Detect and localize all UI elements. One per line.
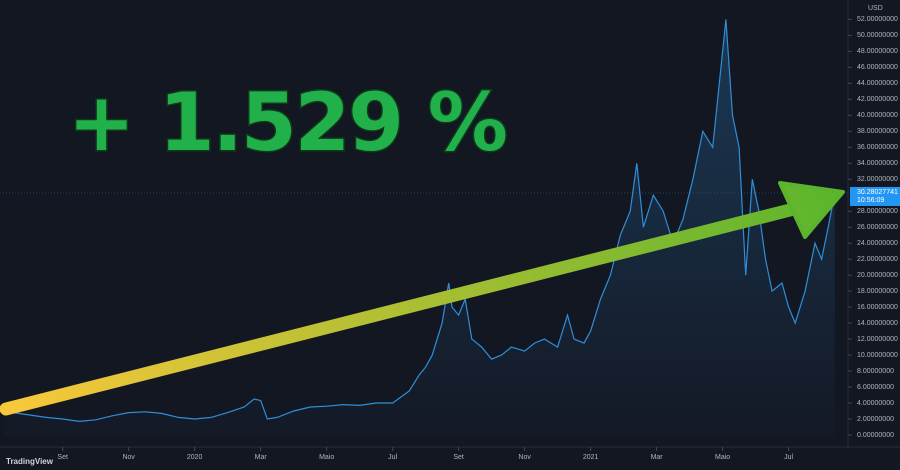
x-tick-label: Jul [388, 454, 397, 461]
y-tick-label: 50.00000000 [857, 32, 898, 39]
y-tick-label: 4.00000000 [857, 400, 894, 407]
y-tick-label: 24.00000000 [857, 240, 898, 247]
price-line [3, 19, 836, 423]
x-tick-label: Set [57, 454, 68, 461]
y-tick-label: 38.00000000 [857, 128, 898, 135]
price-axis [848, 0, 900, 447]
y-tick-label: 46.00000000 [857, 64, 898, 71]
y-tick-label: 6.00000000 [857, 384, 894, 391]
x-tick-label: 2021 [583, 454, 599, 461]
y-tick-label: 28.00000000 [857, 208, 898, 215]
y-tick-label: 32.00000000 [857, 176, 898, 183]
y-tick-label: 40.00000000 [857, 112, 898, 119]
last-price-tag [850, 186, 900, 206]
x-tick-label: Mar [651, 454, 664, 461]
y-tick-label: 12.00000000 [857, 336, 898, 343]
x-tick-label: Nov [122, 454, 135, 461]
y-tick-label: 42.00000000 [857, 96, 898, 103]
x-tick-label: Maio [715, 454, 730, 461]
y-tick-label: 18.00000000 [857, 288, 898, 295]
y-tick-label: 2.00000000 [857, 416, 894, 423]
x-tick-label: Mar [255, 454, 268, 461]
arrow-head [778, 181, 845, 239]
y-tick-label: 0.00000000 [857, 432, 894, 439]
y-tick-label: 10.00000000 [857, 352, 898, 359]
x-tick-label: Jul [784, 454, 793, 461]
y-tick-label: 20.00000000 [857, 272, 898, 279]
y-tick-label: 14.00000000 [857, 320, 898, 327]
y-tick-label: 26.00000000 [857, 224, 898, 231]
currency: USD [868, 5, 883, 12]
y-tick-label: 52.00000000 [857, 16, 898, 23]
y-tick-label: 22.00000000 [857, 256, 898, 263]
y-tick-label: 44.00000000 [857, 80, 898, 87]
arrow-shaft [0, 203, 797, 416]
plot [0, 19, 848, 436]
headline: + 1.529 % [68, 76, 506, 169]
y-tick-label: 34.00000000 [857, 160, 898, 167]
x-tick-label: Maio [319, 454, 334, 461]
x-tick-label: Set [453, 454, 464, 461]
area [3, 19, 835, 436]
countdown: 10:56:09 [857, 197, 884, 204]
brand: TradingView [6, 457, 54, 466]
x-tick-label: Nov [518, 454, 531, 461]
y-tick-label: 8.00000000 [857, 368, 894, 375]
y-tick-label: 48.00000000 [857, 48, 898, 55]
last-price-label: 30.28027741 [857, 189, 898, 196]
y-tick-label: 16.00000000 [857, 304, 898, 311]
y-tick-label: 36.00000000 [857, 144, 898, 151]
x-tick-label: 2020 [187, 454, 203, 461]
